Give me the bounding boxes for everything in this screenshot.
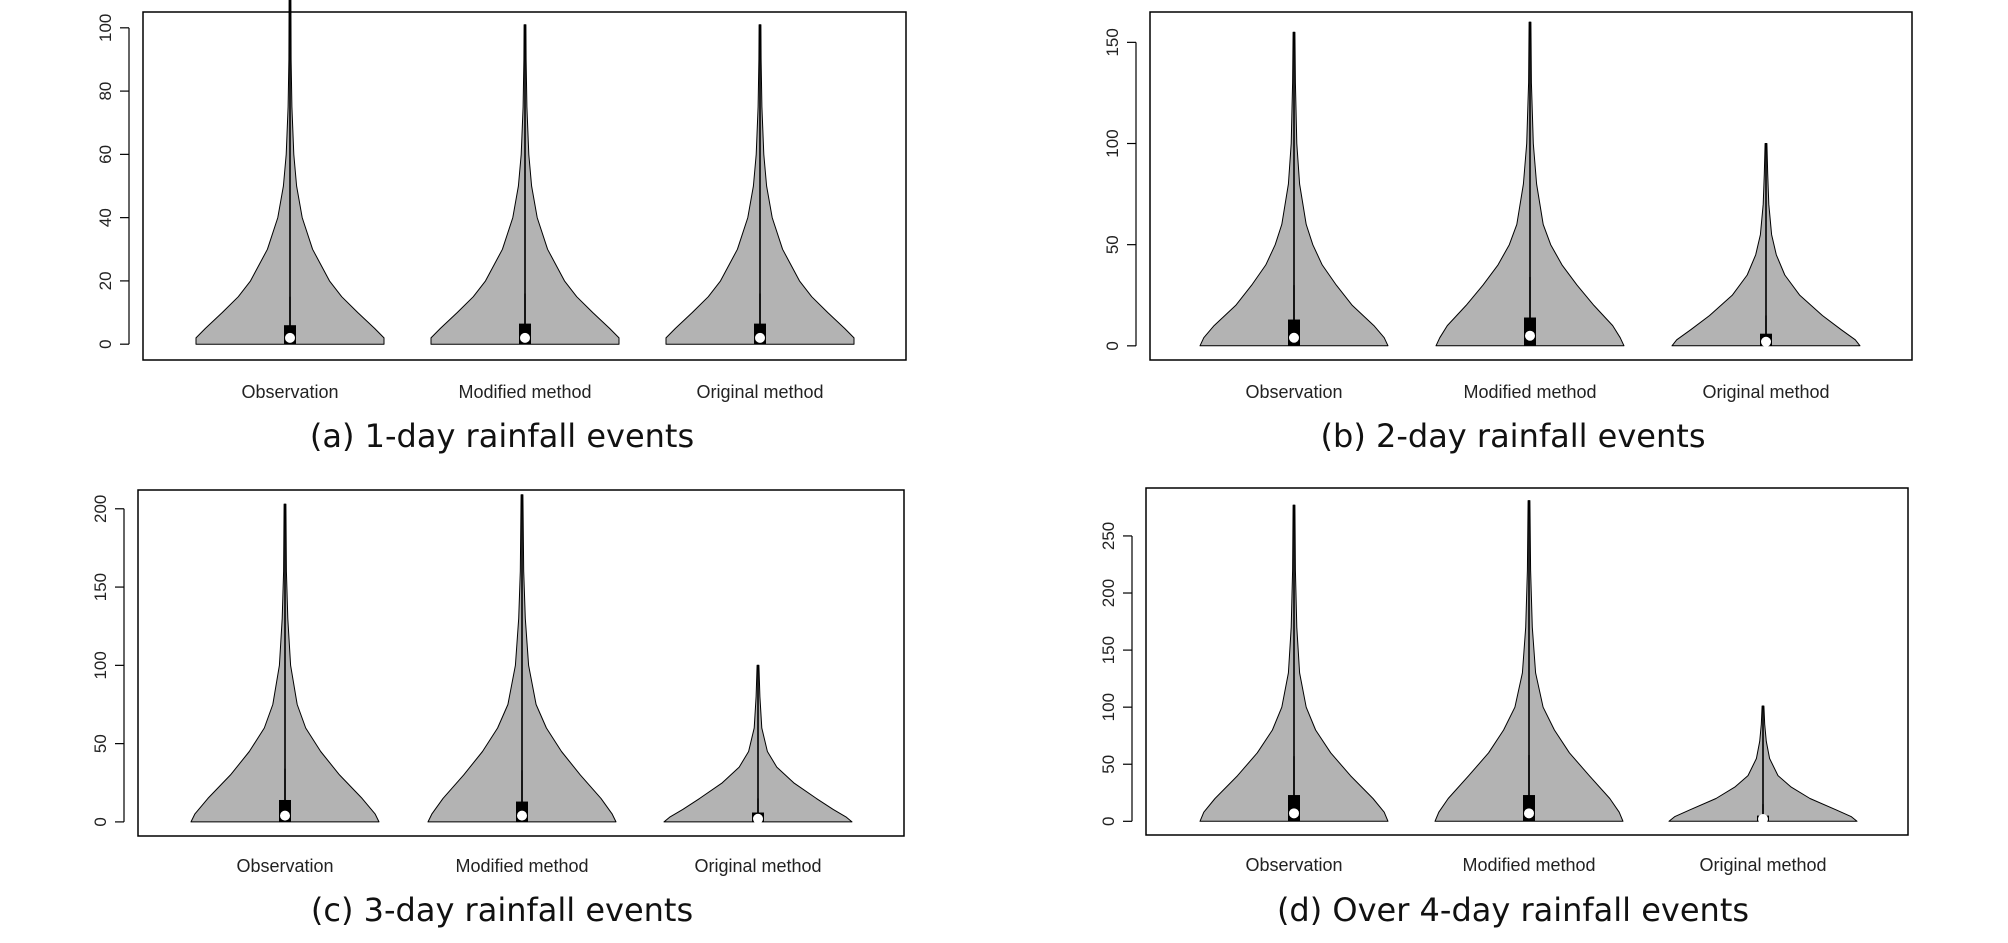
y-tick-label: 150 (1099, 636, 1118, 664)
chart-panel-1: 0 20 40 60 80 100 Observation Modified method Or… (96, 0, 907, 455)
violin-median-point (280, 810, 290, 821)
x-category-label: Modified method (1462, 855, 1595, 875)
plot-frame (1149, 11, 1913, 361)
y-tick-label: 50 (1099, 755, 1118, 774)
violin-median-point (753, 813, 763, 824)
violin-median-point (1289, 808, 1299, 819)
x-category-label: Modified method (458, 382, 591, 402)
y-tick-label: 50 (91, 734, 110, 753)
violin-median-point (1289, 332, 1299, 343)
x-category-label: Original method (696, 382, 823, 402)
violin-median-point (517, 810, 527, 821)
violin-median-point (755, 332, 765, 343)
y-tick-label: 150 (91, 573, 110, 601)
x-category-label: Modified method (455, 856, 588, 876)
y-tick-label: 200 (91, 495, 110, 523)
chart-panel-2: 0 50 100 150 Observation Modified method Origi… (1103, 11, 1913, 455)
y-tick-label: 250 (1099, 522, 1118, 550)
plot-frame (137, 489, 905, 837)
chart-panel-4: 0 50 100 150 200 250 Observation Modified metho… (1099, 487, 1909, 929)
x-category-label: Original method (1699, 855, 1826, 875)
violin-median-point (1524, 808, 1534, 819)
violin-median-point (1525, 330, 1535, 341)
panel-caption: (a) 1-day rainfall events (310, 417, 694, 455)
violin-median-point (520, 332, 530, 343)
violin-median-point (285, 332, 295, 343)
panel-caption: (d) Over 4-day rainfall events (1277, 891, 1749, 929)
y-tick-label: 100 (1099, 693, 1118, 721)
x-category-label: Original method (1702, 382, 1829, 402)
y-tick-label: 20 (96, 271, 115, 290)
y-tick-label: 0 (1099, 817, 1118, 826)
panel-caption: (c) 3-day rainfall events (311, 891, 693, 929)
plot-frame (1145, 487, 1909, 836)
x-category-label: Observation (241, 382, 338, 402)
chart-panel-3: 0 50 100 150 200 Observation Modified method Or… (91, 489, 905, 929)
y-tick-label: 200 (1099, 579, 1118, 607)
y-tick-label: 100 (1103, 129, 1122, 157)
y-tick-label: 0 (1103, 341, 1122, 350)
x-category-label: Original method (694, 856, 821, 876)
x-category-label: Observation (1245, 382, 1342, 402)
violin-median-point (1758, 814, 1768, 825)
y-tick-label: 100 (91, 651, 110, 679)
x-category-label: Observation (236, 856, 333, 876)
x-category-label: Observation (1245, 855, 1342, 875)
y-tick-label: 80 (96, 82, 115, 101)
x-category-label: Modified method (1463, 382, 1596, 402)
violin-median-point (1761, 336, 1771, 347)
y-tick-label: 0 (91, 817, 110, 826)
y-tick-label: 40 (96, 208, 115, 227)
plot-frame (142, 11, 907, 361)
panel-caption: (b) 2-day rainfall events (1321, 417, 1706, 455)
y-tick-label: 0 (96, 339, 115, 348)
y-tick-label: 50 (1103, 235, 1122, 254)
y-tick-label: 100 (96, 14, 115, 42)
y-tick-label: 150 (1103, 28, 1122, 56)
y-tick-label: 60 (96, 145, 115, 164)
